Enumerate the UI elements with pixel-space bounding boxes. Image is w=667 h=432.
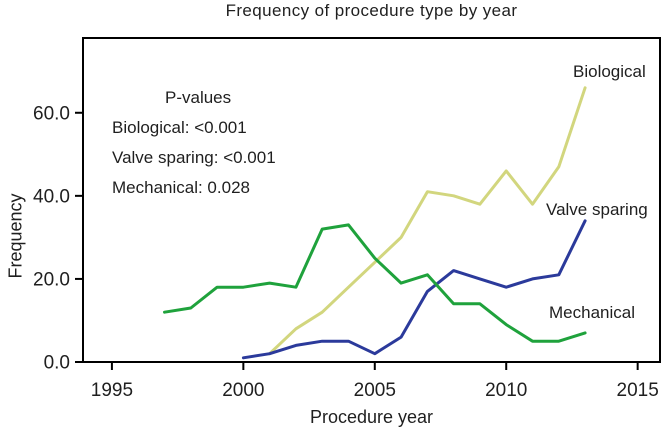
series-line-biological (268, 86, 587, 356)
x-tick-label: 2015 (617, 380, 659, 401)
x-tick-label: 2005 (354, 380, 396, 401)
x-axis-label: Procedure year (309, 407, 434, 427)
series-label-valve-sparing: Valve sparing (546, 200, 648, 219)
pvalue-valve-sparing: Valve sparing: <0.001 (112, 148, 276, 167)
pvalues-annotation: P-values Biological: <0.001 Valve sparin… (112, 83, 276, 203)
series-label-mechanical: Mechanical (549, 303, 635, 322)
pvalue-mechanical: Mechanical: 0.028 (112, 178, 250, 197)
y-tick-label: 40.0 (33, 186, 70, 207)
pvalues-title: P-values (165, 88, 232, 107)
pvalue-biological: Biological: <0.001 (112, 118, 247, 137)
series-label-biological: Biological (573, 62, 646, 81)
series-line-mechanical (163, 223, 587, 343)
plot-border (82, 37, 661, 363)
y-tick-label: 60.0 (33, 103, 70, 124)
x-tick-label: 1995 (91, 380, 133, 401)
y-axis-label: Frequency (5, 193, 26, 279)
y-tick-label: 20.0 (33, 269, 70, 290)
chart-title: Frequency of procedure type by year (225, 1, 518, 20)
x-tick-label: 2000 (222, 380, 264, 401)
y-tick-label: 0.0 (44, 353, 70, 374)
x-tick-label: 2010 (485, 380, 527, 401)
series-line-valve-sparing (241, 219, 587, 360)
